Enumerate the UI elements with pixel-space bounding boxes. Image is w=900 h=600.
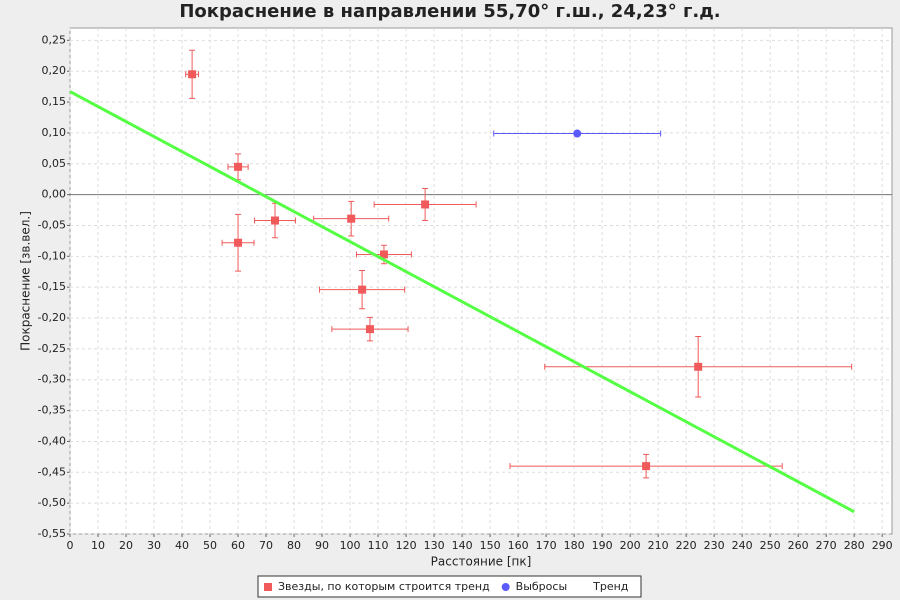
legend-label: Тренд <box>592 580 629 593</box>
x-tick-label: 60 <box>231 539 245 552</box>
y-tick-label: -0,20 <box>38 311 66 324</box>
y-tick-label: 0,05 <box>42 157 67 170</box>
y-tick-label: -0,35 <box>38 404 66 417</box>
x-tick-label: 100 <box>340 539 361 552</box>
chart-title: Покраснение в направлении 55,70° г.ш., 2… <box>179 1 720 22</box>
y-tick-label: -0,55 <box>38 527 66 540</box>
x-tick-label: 170 <box>536 539 557 552</box>
y-tick-label: -0,45 <box>38 465 66 478</box>
x-tick-label: 160 <box>508 539 529 552</box>
point <box>379 250 388 259</box>
legend-symbol <box>264 583 272 591</box>
x-tick-label: 210 <box>648 539 669 552</box>
x-tick-label: 280 <box>844 539 865 552</box>
point <box>234 162 243 171</box>
trend-line <box>69 90 855 514</box>
y-tick-label: -0,40 <box>38 434 66 447</box>
y-tick-label: -0,05 <box>38 218 66 231</box>
x-tick-label: 250 <box>760 539 781 552</box>
legend-label: Выбросы <box>516 580 567 593</box>
y-tick-label: -0,50 <box>38 496 66 509</box>
point <box>271 216 280 225</box>
x-tick-label: 230 <box>704 539 725 552</box>
x-tick-label: 90 <box>315 539 329 552</box>
point <box>694 362 703 371</box>
legend <box>257 575 642 598</box>
x-tick-label: 120 <box>396 539 417 552</box>
point <box>573 129 582 138</box>
x-tick-label: 40 <box>175 539 189 552</box>
point <box>188 70 197 79</box>
y-tick-label: -0,15 <box>38 280 66 293</box>
x-tick-label: 240 <box>732 539 753 552</box>
x-tick-label: 180 <box>564 539 585 552</box>
x-tick-label: 50 <box>203 539 217 552</box>
x-tick-label: 130 <box>424 539 445 552</box>
x-tick-label: 150 <box>480 539 501 552</box>
y-tick-label: 0,20 <box>42 64 67 77</box>
point <box>421 200 430 209</box>
x-tick-label: 70 <box>259 539 273 552</box>
x-tick-label: 0 <box>67 539 74 552</box>
y-tick-label: 0,25 <box>42 33 67 46</box>
point <box>642 462 651 471</box>
legend-symbol <box>501 583 510 591</box>
y-tick-label: -0,25 <box>38 342 66 355</box>
x-tick-label: 260 <box>788 539 809 552</box>
x-axis-label: Расстояние [пк] <box>431 555 532 569</box>
x-tick-label: 80 <box>287 539 301 552</box>
legend-label: Звезды, по которым строится тренд <box>278 580 490 593</box>
x-tick-label: 140 <box>452 539 473 552</box>
point <box>365 325 374 334</box>
point <box>347 214 356 223</box>
y-tick-label: -0,30 <box>38 373 66 386</box>
y-tick-label: 0,15 <box>42 95 67 108</box>
x-tick-label: 220 <box>676 539 697 552</box>
x-tick-label: 270 <box>816 539 837 552</box>
x-tick-label: 10 <box>91 539 105 552</box>
point <box>358 285 367 294</box>
plot-area <box>69 27 893 535</box>
point <box>234 238 243 247</box>
x-tick-label: 20 <box>119 539 133 552</box>
x-tick-label: 30 <box>147 539 161 552</box>
x-tick-label: 190 <box>592 539 613 552</box>
y-axis-label: Покраснение [зв.вел.] <box>19 211 33 351</box>
y-tick-label: 0,00 <box>42 188 67 201</box>
x-tick-label: 290 <box>872 539 893 552</box>
y-tick-label: -0,10 <box>38 249 66 262</box>
x-tick-label: 110 <box>368 539 389 552</box>
x-tick-label: 200 <box>620 539 641 552</box>
y-tick-label: 0,10 <box>42 126 67 139</box>
